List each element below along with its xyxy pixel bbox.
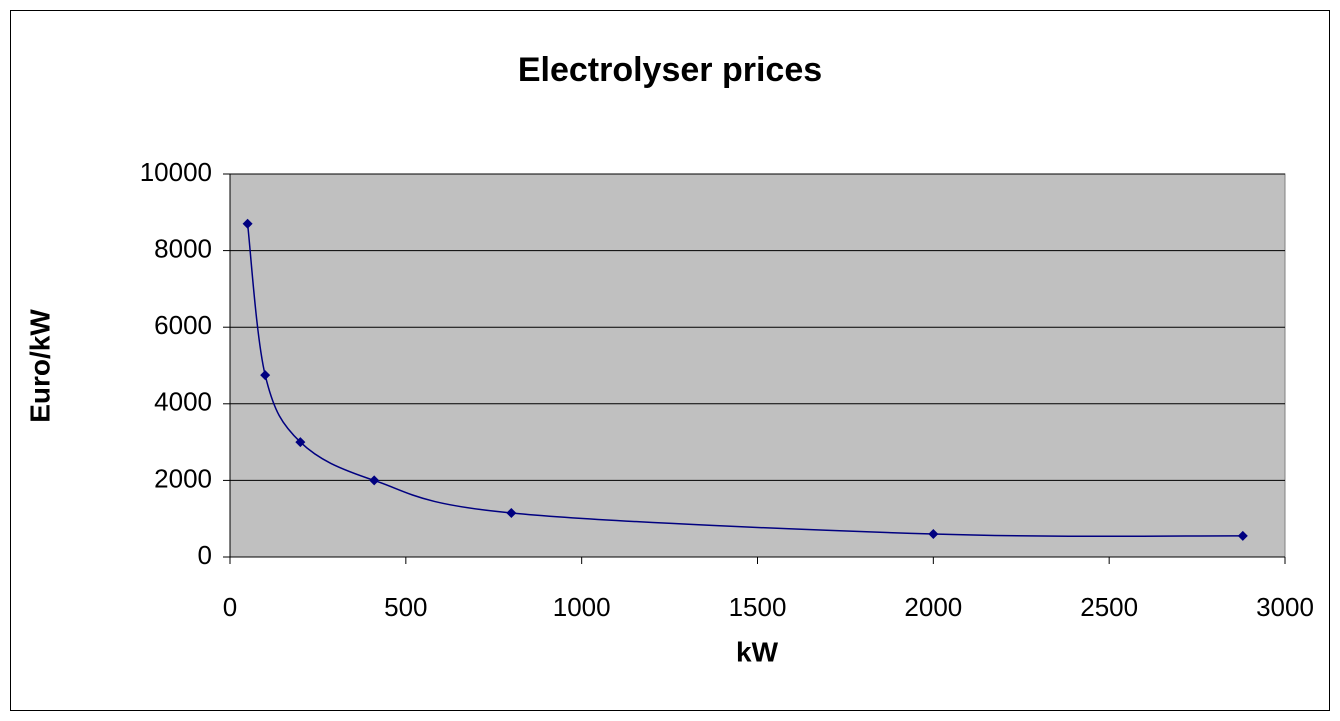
y-tick-label: 2000 [154,463,212,493]
plot-area [229,173,1286,558]
chart-title: Electrolyser prices [518,51,822,89]
x-tick-label: 3000 [1256,592,1314,622]
y-tick-label: 0 [198,540,212,570]
x-tick-label: 0 [223,592,237,622]
data-point [928,529,939,540]
data-point [506,507,517,518]
data-point [369,475,380,486]
data-point [260,370,271,381]
data-point [1237,530,1248,541]
y-tick-label: 10000 [140,157,212,187]
y-tick-label: 6000 [154,310,212,340]
x-axis-title: kW [736,636,779,667]
x-tick-label: 1500 [729,592,787,622]
data-point [242,218,253,229]
data-point [295,437,306,448]
y-tick-label: 4000 [154,387,212,417]
x-tick-label: 2500 [1080,592,1138,622]
y-tick-label: 8000 [154,233,212,263]
x-tick-label: 2000 [904,592,962,622]
y-axis-title: Euro/kW [24,309,55,423]
x-tick-label: 1000 [553,592,611,622]
x-tick-label: 500 [384,592,427,622]
